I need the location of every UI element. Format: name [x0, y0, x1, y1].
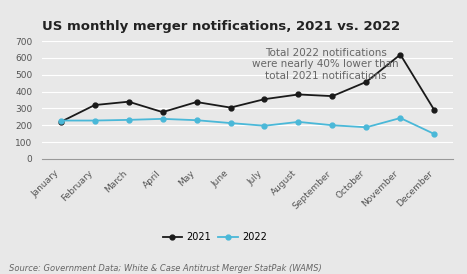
Text: US monthly merger notifications, 2021 vs. 2022: US monthly merger notifications, 2021 vs…	[42, 20, 400, 33]
Text: Total 2022 notifications
were nearly 40% lower than
total 2021 notifications: Total 2022 notifications were nearly 40%…	[252, 48, 399, 81]
Legend: 2021, 2022: 2021, 2022	[159, 229, 270, 246]
Text: Source: Government Data; White & Case Antitrust Merger StatPak (WAMS): Source: Government Data; White & Case An…	[9, 264, 322, 273]
